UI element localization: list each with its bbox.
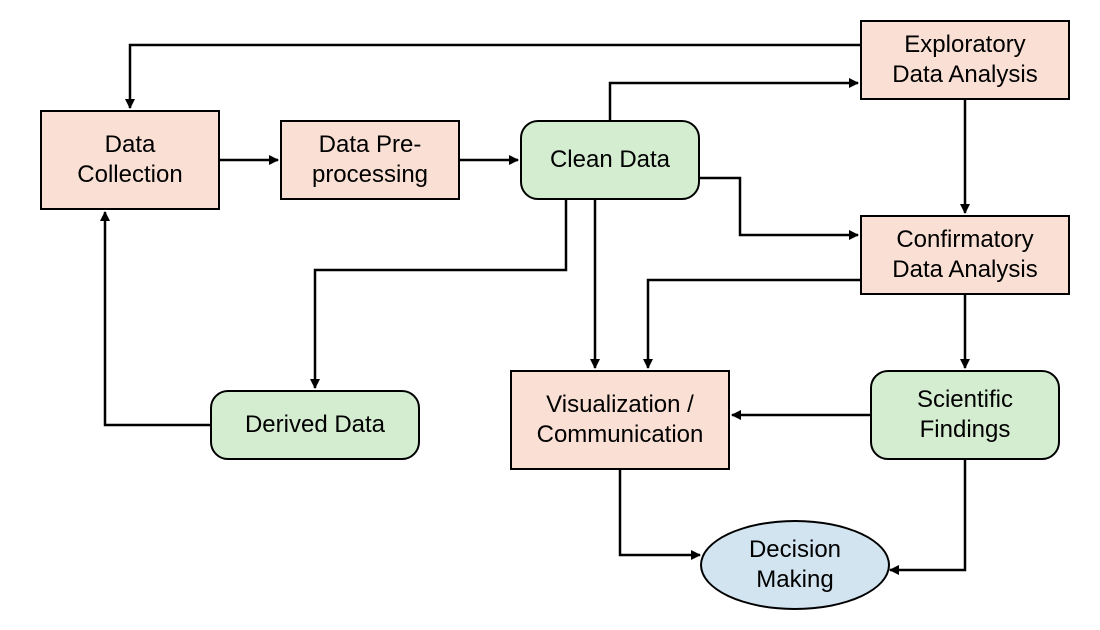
node-viz: Visualization / Communication xyxy=(510,370,730,470)
node-cda: Confirmatory Data Analysis xyxy=(860,215,1070,295)
node-clean: Clean Data xyxy=(520,120,700,200)
node-label-collect: Data Collection xyxy=(77,130,182,190)
edge-clean-to-cda xyxy=(700,178,858,235)
node-findings: Scientific Findings xyxy=(870,370,1060,460)
node-preproc: Data Pre- processing xyxy=(280,120,460,200)
edge-cda-to-viz xyxy=(648,280,860,368)
node-label-viz: Visualization / Communication xyxy=(537,390,704,450)
node-label-clean: Clean Data xyxy=(550,145,670,175)
node-label-decision: Decision Making xyxy=(749,535,841,595)
edge-clean-to-eda xyxy=(610,83,858,120)
node-eda: Exploratory Data Analysis xyxy=(860,20,1070,100)
node-decision: Decision Making xyxy=(700,520,890,610)
edge-derived-to-collect xyxy=(105,212,210,425)
node-collect: Data Collection xyxy=(40,110,220,210)
edge-findings-to-decision xyxy=(890,460,965,570)
node-label-derived: Derived Data xyxy=(245,410,385,440)
node-label-preproc: Data Pre- processing xyxy=(312,130,428,190)
edge-eda-to-collect xyxy=(130,45,860,108)
node-label-cda: Confirmatory Data Analysis xyxy=(892,225,1037,285)
edge-clean-to-derived xyxy=(315,200,566,388)
node-derived: Derived Data xyxy=(210,390,420,460)
node-label-eda: Exploratory Data Analysis xyxy=(892,30,1037,90)
flowchart-canvas: Data Collection Data Pre- processing Clean… xyxy=(0,0,1100,630)
node-label-findings: Scientific Findings xyxy=(917,385,1013,445)
edge-viz-to-decision xyxy=(620,470,700,555)
